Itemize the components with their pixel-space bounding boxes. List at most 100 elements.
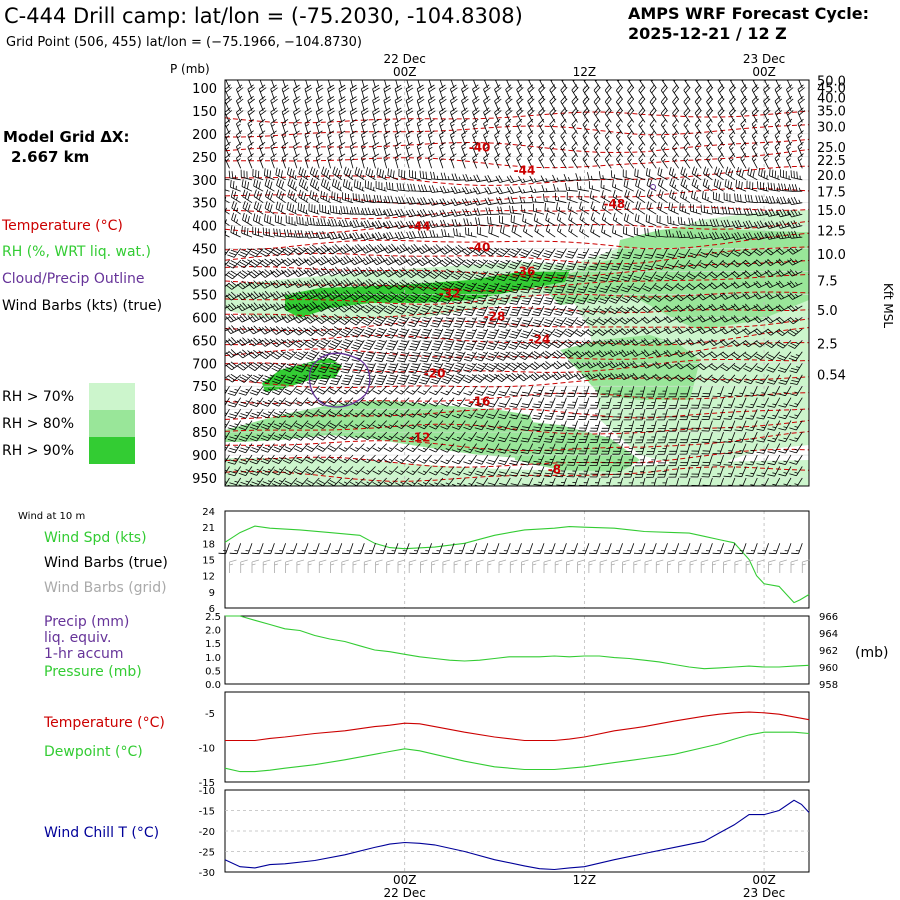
wind-barb xyxy=(578,386,590,398)
wind-barb xyxy=(408,328,421,339)
wind-barb xyxy=(638,96,646,112)
wind-barb xyxy=(697,282,713,290)
wind-barb xyxy=(509,420,522,431)
surface-wind-barb-true xyxy=(240,543,253,555)
wind-barb xyxy=(463,282,477,293)
wind-barb xyxy=(497,282,511,293)
wind-barb xyxy=(360,266,376,277)
pressure-label: Pressure (mb) xyxy=(44,664,142,680)
surface-wind-barb-true xyxy=(532,543,545,555)
wind-barb xyxy=(293,84,301,100)
wind-barb xyxy=(543,282,556,294)
wind-barb xyxy=(708,282,724,290)
wind-barb xyxy=(724,179,736,192)
wind-barb xyxy=(731,248,747,257)
wind-barb xyxy=(281,107,290,123)
wind-barb xyxy=(623,466,635,478)
wind-barb xyxy=(588,259,601,271)
wind-barb xyxy=(549,130,556,146)
wind-barb xyxy=(532,409,545,420)
wind-barb xyxy=(395,443,410,452)
surface-wind-barb-true xyxy=(364,543,376,555)
wind-barb xyxy=(394,255,410,266)
wind-barb xyxy=(439,80,444,89)
wind-barb xyxy=(450,141,457,157)
wind-barb xyxy=(304,141,312,157)
wind-barb xyxy=(643,259,657,270)
wind-barb xyxy=(530,328,545,339)
wind-barb xyxy=(787,269,803,277)
wind-barb xyxy=(451,281,466,292)
wind-barb xyxy=(672,153,680,169)
wind-barb xyxy=(578,431,590,443)
wind-barb xyxy=(767,397,781,408)
surface-wind-barb-true xyxy=(375,543,388,555)
wind-barb xyxy=(764,248,781,256)
wind-barb xyxy=(555,420,567,432)
temperature-labels: -40-44-48-44-40-36-32-28-24-20-16-12-8 xyxy=(409,141,625,477)
wind-barb xyxy=(472,95,480,112)
wind-barb xyxy=(361,420,376,429)
wind-barb xyxy=(660,153,668,169)
wind-barb xyxy=(440,373,455,384)
wind-barb xyxy=(225,397,230,407)
wind-barb xyxy=(509,409,522,420)
surface-wind-barb-true xyxy=(566,543,578,555)
wind-barb xyxy=(248,259,264,268)
wind-barb xyxy=(440,293,455,304)
wind-barb xyxy=(571,107,579,123)
wind-barb xyxy=(326,244,342,255)
wind-barb xyxy=(787,247,803,255)
wind-barb xyxy=(789,397,803,408)
wind-barb xyxy=(464,340,477,351)
wind-barb xyxy=(789,374,803,385)
wind-barb xyxy=(328,350,343,362)
wind-barb xyxy=(294,351,309,361)
surface-wind-barb-true xyxy=(487,543,500,555)
wind-barb xyxy=(788,351,803,362)
wind-barb xyxy=(539,80,545,89)
wind-barb xyxy=(463,351,477,362)
wind-barb xyxy=(675,271,691,280)
temperature-contour xyxy=(225,220,809,235)
wind-barb xyxy=(270,84,278,100)
wind-barb xyxy=(668,431,680,444)
wind-barb xyxy=(652,373,668,381)
wind-barb xyxy=(509,454,522,466)
wind-barb xyxy=(349,107,358,123)
wind-barb xyxy=(417,431,432,441)
wind-barb xyxy=(756,431,769,443)
wind-barb xyxy=(542,305,556,316)
wind-barb xyxy=(766,374,781,385)
wind-barb xyxy=(531,194,545,204)
cross-section-frame xyxy=(224,79,810,487)
wind-barb xyxy=(248,80,253,89)
wind-barb xyxy=(294,454,309,464)
wind-barb xyxy=(686,293,702,301)
wind-barb xyxy=(316,454,331,464)
wind-barb xyxy=(720,219,735,228)
wind-barb xyxy=(384,80,388,89)
wind-barb xyxy=(304,84,313,100)
wind-barb xyxy=(644,248,657,259)
temperature-contour xyxy=(225,327,809,346)
wind-barb xyxy=(608,294,623,304)
wind-barb xyxy=(516,153,523,169)
wind-barb xyxy=(386,363,399,374)
wind-barb xyxy=(416,255,432,267)
wind-barb xyxy=(304,96,313,112)
wind-barb xyxy=(316,408,331,418)
wind-barb xyxy=(533,213,545,226)
wind-barb xyxy=(417,454,432,464)
wind-barb xyxy=(475,317,489,328)
wind-barb xyxy=(327,454,343,464)
wind-barb xyxy=(520,443,534,454)
wind-barb xyxy=(499,215,511,226)
wind-barb xyxy=(604,153,612,169)
wind-barb xyxy=(429,292,444,304)
wind-barb xyxy=(260,397,275,407)
wind-barb xyxy=(316,420,331,429)
wind-barb xyxy=(349,84,358,100)
wind-barb xyxy=(270,302,286,311)
wind-barb xyxy=(652,326,668,335)
